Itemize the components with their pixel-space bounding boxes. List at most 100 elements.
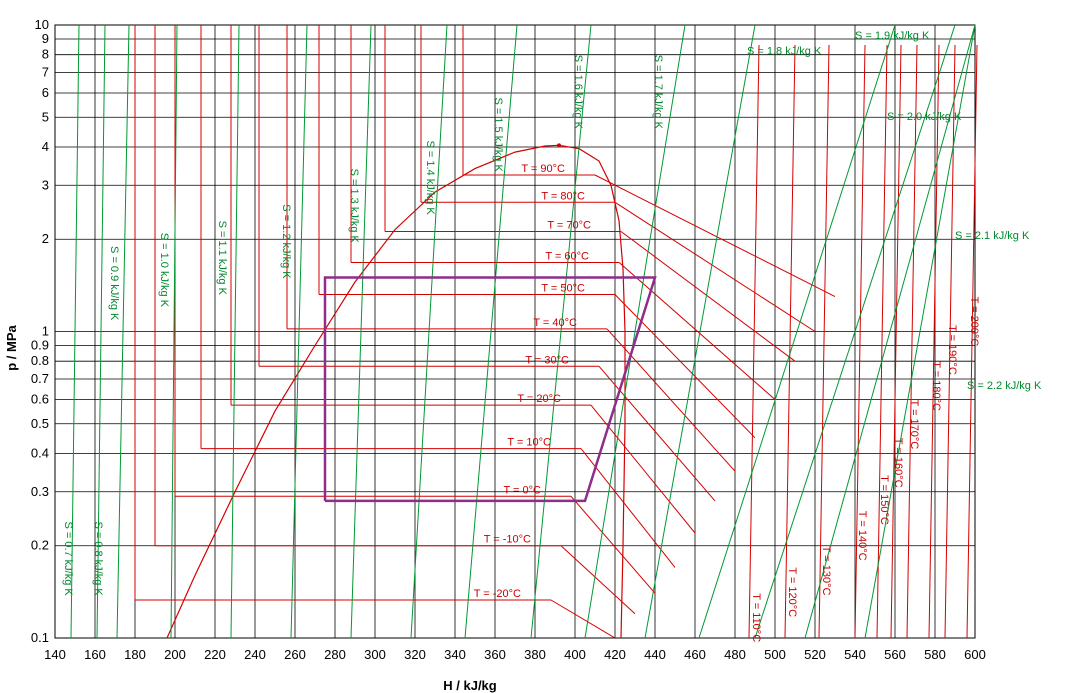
x-tick-label: 480 xyxy=(724,647,746,662)
cycle-path xyxy=(323,276,657,503)
isentrope-label: S = 1.8 kJ/kg K xyxy=(747,46,822,58)
isotherm-label-high: T = 120°C xyxy=(786,567,798,617)
x-tick-label: 400 xyxy=(564,647,586,662)
isentrope-line xyxy=(70,24,80,639)
isotherm-superheat xyxy=(560,545,636,615)
isotherm-superheat xyxy=(580,448,676,568)
y-axis-title: p / MPa xyxy=(4,324,19,370)
isentrope-label: S = 2.2 kJ/kg K xyxy=(967,380,1042,392)
y-tick-label: 0.2 xyxy=(31,538,49,553)
isentrope-line xyxy=(464,24,518,639)
isotherm-label: T = 0°C xyxy=(503,484,541,496)
y-tick-label: 0.6 xyxy=(31,391,49,406)
isentrope-line xyxy=(584,24,686,639)
isentrope-line xyxy=(754,24,956,639)
isotherm-label-high: T = 110°C xyxy=(750,593,762,642)
isentrope-line xyxy=(698,24,896,639)
y-tick-label: 7 xyxy=(42,64,49,79)
isentrope-line xyxy=(170,24,178,639)
isotherm-label: T = -10°C xyxy=(484,534,531,546)
isotherm-superheat xyxy=(570,495,656,594)
y-tick-label: 10 xyxy=(35,17,49,32)
isentrope-label: S = 1.0 kJ/kg K xyxy=(158,233,170,308)
isotherm-label: T = 90°C xyxy=(521,163,565,175)
isentropes xyxy=(70,24,976,639)
x-tick-label: 320 xyxy=(404,647,426,662)
isotherm-label: T = 70°C xyxy=(547,219,591,231)
isentrope-label: S = 1.1 kJ/kg K xyxy=(216,221,228,296)
saturated-vapor-line xyxy=(558,144,626,639)
y-tick-label: 0.7 xyxy=(31,371,49,386)
x-tick-label: 540 xyxy=(844,647,866,662)
isotherm-label: T = 10°C xyxy=(507,437,551,449)
critical-point xyxy=(557,143,561,148)
x-tick-label: 460 xyxy=(684,647,706,662)
y-tick-label: 0.1 xyxy=(31,630,49,645)
y-tick-label: 2 xyxy=(42,231,49,246)
isotherm-label: T = 30°C xyxy=(525,354,569,366)
plot-frame xyxy=(54,24,976,639)
isotherm-high xyxy=(818,44,830,639)
x-tick-label: 440 xyxy=(644,647,666,662)
isotherm-high xyxy=(906,44,918,639)
isotherm-superheat xyxy=(620,231,796,362)
y-tick-label: 1 xyxy=(42,324,49,339)
isotherm-superheat xyxy=(590,404,696,534)
isotherm-superheat xyxy=(594,174,836,298)
isotherm-label: T = 80°C xyxy=(541,190,585,202)
isentrope-label: S = 2.1 kJ/kg K xyxy=(955,230,1030,242)
isentrope-label: S = 1.5 kJ/kg K xyxy=(492,98,504,173)
isentrope-line xyxy=(644,24,756,639)
isentrope-line xyxy=(290,24,308,639)
isotherm-label: T = 50°C xyxy=(541,283,585,295)
isotherm-superheat xyxy=(598,365,716,502)
isotherm-high xyxy=(748,44,760,639)
isentrope-line xyxy=(230,24,240,639)
isentrope-label: S = 1.3 kJ/kg K xyxy=(348,169,360,244)
y-tick-label: 9 xyxy=(42,31,49,46)
x-tick-label: 260 xyxy=(284,647,306,662)
tick-labels: 140 160 180 200 220 240 260 280 300 320 340 360 380 4… xyxy=(31,17,986,662)
x-tick-label: 160 xyxy=(84,647,106,662)
isotherm-label-high: T = 140°C xyxy=(856,511,868,561)
isotherm-high xyxy=(928,44,940,639)
isotherm-superheat xyxy=(606,328,736,472)
isentrope-label: S = 2.0 kJ/kg K xyxy=(887,111,962,123)
isentrope-label: S = 1.9 kJ/kg K xyxy=(855,30,930,42)
y-tick-label: 0.4 xyxy=(31,445,49,460)
y-tick-label: 4 xyxy=(42,139,49,154)
x-tick-label: 420 xyxy=(604,647,626,662)
x-tick-label: 180 xyxy=(124,647,146,662)
y-tick-label: 6 xyxy=(42,85,49,100)
x-axis-title: H / kJ/kg xyxy=(443,678,497,693)
saturation-dome xyxy=(166,143,626,639)
x-tick-label: 560 xyxy=(884,647,906,662)
x-tick-label: 220 xyxy=(204,647,226,662)
isotherm-high xyxy=(784,44,796,639)
isotherm-superheat xyxy=(614,201,816,332)
isentrope-label: S = 1.4 kJ/kg K xyxy=(424,140,436,215)
isentrope-label: S = 1.7 kJ/kg K xyxy=(652,55,664,130)
y-tick-label: 0.3 xyxy=(31,484,49,499)
isotherm-label: T = 20°C xyxy=(517,393,561,405)
y-tick-label: 0.5 xyxy=(31,416,49,431)
x-tick-label: 520 xyxy=(804,647,826,662)
isotherm-label-high: T = 130°C xyxy=(820,546,832,596)
isotherm-label: T = 60°C xyxy=(545,250,589,262)
x-tick-label: 240 xyxy=(244,647,266,662)
isentrope-label: S = 0.7 kJ/kg K xyxy=(62,521,74,596)
isentrope-label: S = 1.2 kJ/kg K xyxy=(280,204,292,279)
isotherm-label-high: T = 200°C xyxy=(968,297,980,347)
isentrope-line xyxy=(116,24,130,639)
grid xyxy=(54,24,976,639)
isoline-labels: T = -20°C T = -10°C T = 0°C T = 10°C T = 20°… xyxy=(62,30,1042,642)
x-tick-label: 380 xyxy=(524,647,546,662)
y-tick-label: 8 xyxy=(42,47,49,62)
refrigeration-cycle xyxy=(323,276,657,503)
isentrope-line xyxy=(350,24,372,639)
isotherm-label-high: T = 180°C xyxy=(930,361,942,411)
y-tick-label: 0.9 xyxy=(31,338,49,353)
x-tick-label: 340 xyxy=(444,647,466,662)
isentrope-line xyxy=(96,24,106,639)
